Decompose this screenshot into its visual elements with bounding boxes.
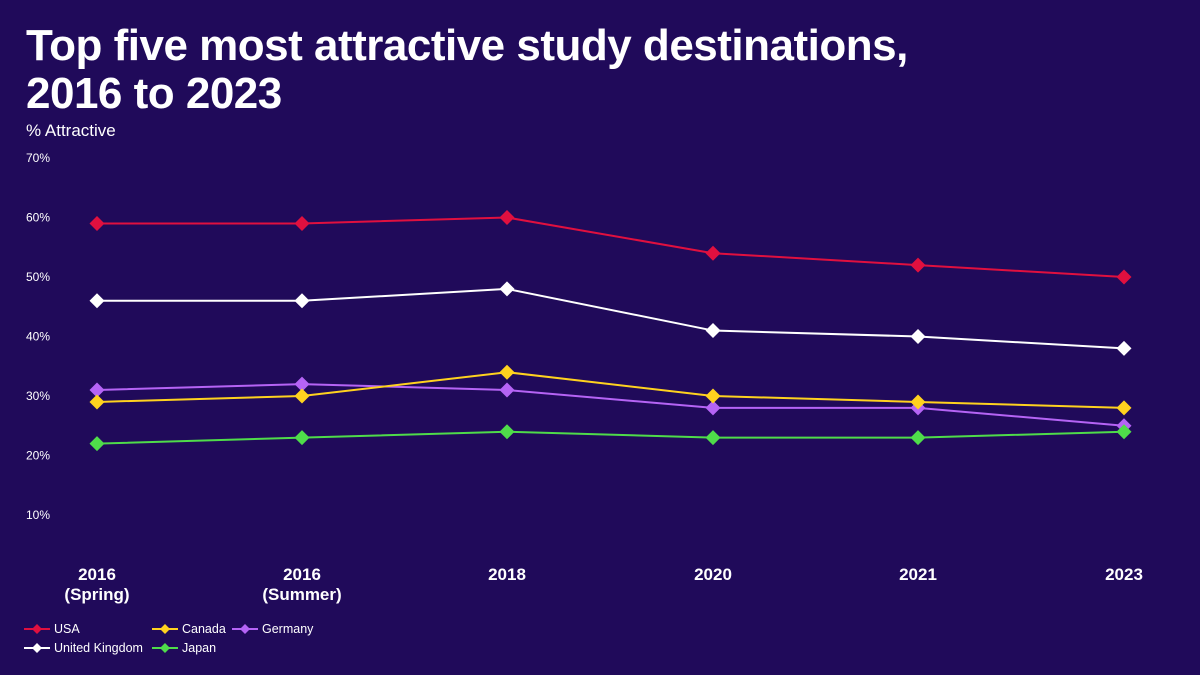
data-point-usa (89, 215, 105, 231)
legend-item-usa: USA (24, 620, 152, 637)
data-point-germany (89, 382, 105, 398)
y-tick-label: 10% (26, 508, 50, 522)
series-line-united-kingdom (97, 287, 1125, 350)
data-point-united-kingdom (294, 293, 310, 309)
data-point-united-kingdom (89, 293, 105, 309)
x-tick-label: 2023 (1105, 565, 1143, 584)
y-tick-label: 40% (26, 330, 50, 344)
y-tick-label: 60% (26, 211, 50, 225)
series-united-kingdom (89, 281, 1132, 356)
data-point-canada (910, 394, 926, 410)
y-tick-label: 20% (26, 449, 50, 463)
legend-swatch-usa (24, 623, 50, 634)
data-point-usa (499, 210, 515, 225)
data-point-canada (705, 388, 721, 404)
legend-label-canada: Canada (182, 621, 226, 636)
series-line-germany (96, 383, 1125, 427)
legend-item-canada: Canada (152, 620, 232, 637)
data-point-united-kingdom (499, 281, 515, 297)
legend: USA Canada Germany United Kingdom Japan (24, 620, 342, 656)
series-usa (89, 210, 1132, 285)
data-point-germany (705, 400, 721, 416)
data-point-canada (294, 388, 310, 404)
y-tick-label: 70% (26, 151, 50, 165)
legend-item-united-kingdom: United Kingdom (24, 639, 152, 656)
legend-item-japan: Japan (152, 639, 232, 656)
data-point-united-kingdom (910, 329, 926, 344)
data-point-japan (89, 436, 105, 452)
data-point-usa (705, 245, 721, 261)
data-point-canada (499, 364, 515, 380)
data-point-united-kingdom (1116, 340, 1132, 356)
legend-label-united-kingdom: United Kingdom (54, 640, 143, 655)
series-germany (89, 376, 1132, 434)
legend-swatch-japan (152, 642, 178, 653)
x-tick-label: 2018 (488, 565, 526, 584)
data-point-japan (499, 424, 515, 440)
data-point-canada (1116, 400, 1132, 416)
series-canada (89, 364, 1132, 416)
legend-swatch-germany (232, 623, 258, 634)
data-point-japan (294, 430, 310, 446)
series-line-japan (96, 430, 1125, 445)
chart-title-line-1: Top five most attractive study destinati… (26, 21, 908, 70)
legend-label-germany: Germany (262, 621, 314, 636)
series-japan (89, 424, 1132, 452)
legend-swatch-united-kingdom (24, 642, 50, 653)
x-tick-label: 2020 (694, 565, 732, 584)
data-point-germany (499, 382, 515, 398)
y-tick-label: 50% (26, 270, 50, 284)
data-point-usa (1116, 269, 1132, 285)
data-point-united-kingdom (705, 323, 721, 339)
x-tick-label: 2016 (Spring) (64, 565, 129, 604)
data-point-usa (910, 257, 926, 273)
y-axis-label: % Attractive (26, 121, 116, 140)
data-point-japan (1116, 424, 1132, 440)
data-point-japan (910, 430, 926, 446)
data-point-usa (294, 215, 310, 231)
chart-title-line-2: 2016 to 2023 (26, 69, 282, 118)
legend-label-japan: Japan (182, 640, 217, 655)
series-line-canada (96, 371, 1125, 409)
chart-title: Top five most attractive study destinati… (26, 22, 908, 118)
legend-swatch-canada (152, 623, 178, 634)
legend-item-germany: Germany (232, 620, 342, 637)
data-point-japan (705, 430, 721, 446)
x-tick-label: 2016 (Summer) (262, 565, 341, 604)
legend-label-usa: USA (54, 621, 80, 636)
series-line-usa (97, 216, 1125, 278)
x-tick-label: 2021 (899, 565, 937, 584)
data-point-germany (294, 376, 310, 392)
y-tick-label: 30% (26, 389, 50, 403)
data-point-canada (89, 394, 105, 410)
